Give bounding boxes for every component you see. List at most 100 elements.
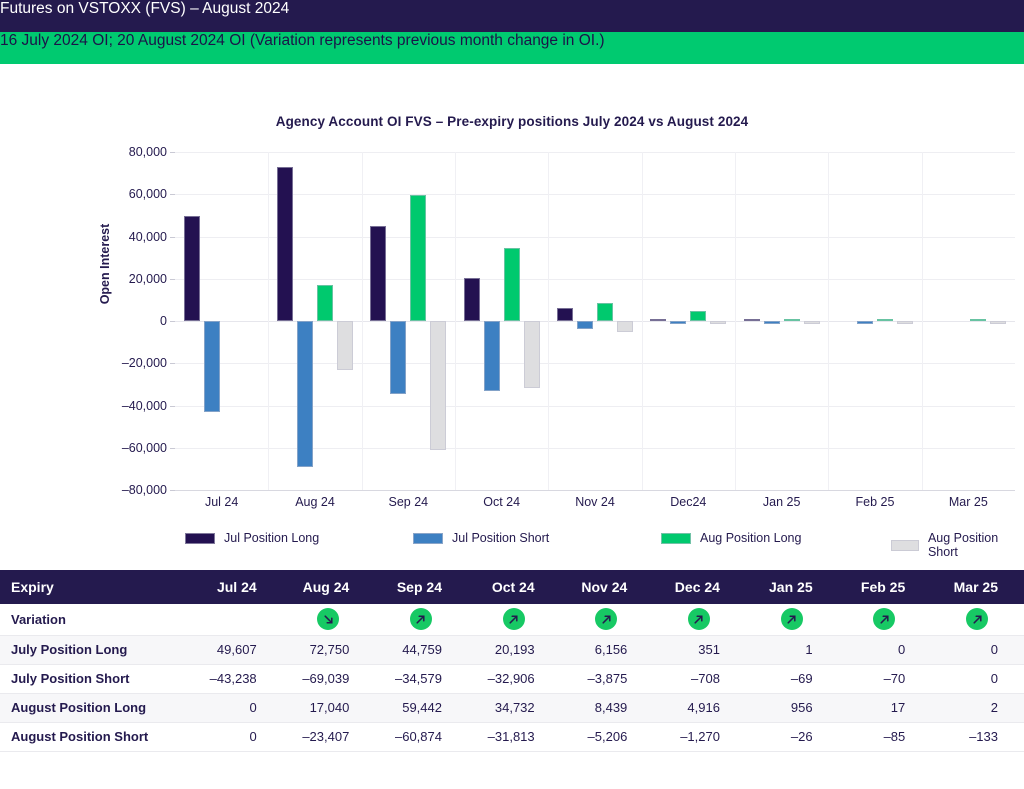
table-header-expiry: Expiry bbox=[0, 570, 191, 604]
table-cell-value: 20,193 bbox=[494, 642, 535, 657]
chart-bar bbox=[410, 195, 427, 321]
table-cell-value: 6,156 bbox=[594, 642, 628, 657]
table-header: Expiry Jul 24 Aug 24 Sep 24 Oct 24 Nov 24 Dec … bbox=[0, 570, 1024, 604]
y-tick-mark bbox=[170, 278, 175, 280]
y-tick-mark bbox=[170, 405, 175, 407]
legend-item[interactable]: Aug Position Short bbox=[891, 531, 1024, 559]
table-cell-value: –60,874 bbox=[394, 729, 442, 744]
table-cell-value: –43,238 bbox=[209, 671, 257, 686]
table-cell-value: 0 bbox=[249, 729, 257, 744]
table-row: July Position Short –43,238 –69,039 –34,579… bbox=[0, 664, 1024, 693]
x-tick-label: Oct 24 bbox=[483, 495, 521, 509]
table-header-dec-24: Dec 24 bbox=[653, 570, 746, 604]
chart-bar bbox=[463, 278, 480, 321]
gridline bbox=[175, 194, 1015, 196]
table-row: August Position Short 0 –23,407 –60,874 –31,… bbox=[0, 722, 1024, 751]
table-cell-value: 59,442 bbox=[402, 700, 442, 715]
x-tick-label: Feb 25 bbox=[855, 495, 895, 509]
report-subtitle-banner: 16 July 2024 OI; 20 August 2024 OI (Vari… bbox=[0, 32, 1024, 64]
y-tick-label: –40,000 bbox=[121, 398, 167, 413]
chart-bar bbox=[203, 321, 220, 413]
legend-label: Jul Position Long bbox=[224, 531, 320, 545]
legend-swatch-icon bbox=[413, 532, 443, 544]
x-tick-label: Dec24 bbox=[670, 495, 707, 509]
table-cell-value: –3,875 bbox=[587, 671, 628, 686]
table-cell-value: –5,206 bbox=[587, 729, 628, 744]
table-cell-value: 44,759 bbox=[402, 642, 442, 657]
x-tick-label: Mar 25 bbox=[948, 495, 988, 509]
table-cell-variation bbox=[653, 604, 746, 635]
y-tick-mark bbox=[170, 490, 175, 491]
legend-item[interactable]: Jul Position Long bbox=[185, 531, 319, 545]
table-cell-value: –31,813 bbox=[487, 729, 535, 744]
y-tick-mark bbox=[170, 363, 175, 365]
table-cell-variation bbox=[839, 604, 932, 635]
chart-bar bbox=[897, 321, 913, 324]
table-row: July Position Long 49,607 72,750 44,759 20,1… bbox=[0, 635, 1024, 664]
chart-bar bbox=[370, 226, 387, 321]
y-tick-label: –20,000 bbox=[121, 356, 167, 371]
table-cell-value: 8,439 bbox=[594, 700, 628, 715]
table-row: Variation bbox=[0, 604, 1024, 635]
chart-bar bbox=[337, 321, 353, 371]
y-tick-label: 0 bbox=[160, 314, 167, 328]
chart-bar bbox=[503, 247, 520, 321]
chart-container: Agency Account OI FVS – Pre-expiry posit… bbox=[0, 103, 1024, 563]
gridline bbox=[175, 152, 1015, 153]
chart-bar bbox=[557, 307, 573, 321]
gridline bbox=[175, 278, 1015, 280]
table-cell-value: –1,270 bbox=[680, 729, 720, 744]
category-separator bbox=[455, 152, 456, 490]
table-cell-value: 4,916 bbox=[687, 700, 720, 715]
chart-title: Agency Account OI FVS – Pre-expiry posit… bbox=[275, 114, 749, 129]
table-body: Variation July Position Long 49,607 72,750 4… bbox=[0, 604, 1024, 751]
table-cell-variation bbox=[283, 604, 376, 635]
legend-label: Aug Position Short bbox=[927, 531, 999, 559]
category-separator bbox=[641, 152, 643, 490]
chart-bar bbox=[670, 321, 687, 324]
y-tick-label: 20,000 bbox=[128, 271, 167, 286]
chart-bar bbox=[690, 310, 707, 321]
table-cell-value: 34,732 bbox=[494, 700, 535, 715]
chart-bar bbox=[710, 321, 727, 324]
x-tick-label: Nov 24 bbox=[575, 495, 615, 509]
table-cell-variation bbox=[746, 604, 839, 635]
chart-bar bbox=[297, 321, 313, 467]
gridline bbox=[175, 236, 1015, 238]
legend-item[interactable]: Jul Position Short bbox=[413, 531, 549, 545]
gridline bbox=[175, 321, 1015, 322]
x-tick-label: Aug 24 bbox=[295, 495, 335, 509]
up-right-arrow-icon bbox=[502, 608, 525, 631]
table-cell-value: –69,039 bbox=[302, 671, 350, 686]
table-cell-value: –70 bbox=[883, 671, 906, 686]
legend-item[interactable]: Aug Position Long bbox=[661, 531, 801, 545]
report-subtitle: 16 July 2024 OI; 20 August 2024 OI (Vari… bbox=[0, 32, 605, 49]
table-header-jan-25: Jan 25 bbox=[745, 570, 839, 604]
table-row: August Position Long 0 17,040 59,442 34,732 8… bbox=[0, 693, 1024, 722]
category-separator bbox=[828, 152, 830, 490]
x-axis-line bbox=[175, 490, 1015, 491]
y-tick-mark bbox=[170, 152, 175, 153]
up-right-arrow-icon bbox=[966, 608, 988, 631]
y-tick-mark bbox=[170, 447, 175, 449]
chart-bar bbox=[390, 321, 407, 395]
table-cell-value: –34,579 bbox=[394, 671, 442, 686]
table-cell-value: 956 bbox=[790, 700, 813, 715]
chart-bar bbox=[523, 321, 540, 389]
table-cell-value: –32,906 bbox=[487, 671, 535, 686]
chart-bar bbox=[597, 303, 613, 321]
category-separator bbox=[268, 152, 270, 490]
table-cell-variation bbox=[468, 604, 561, 635]
legend-label: Aug Position Long bbox=[700, 531, 802, 545]
table-row-label: August Position Short bbox=[11, 729, 149, 744]
up-right-arrow-icon bbox=[687, 608, 710, 631]
chart-bar bbox=[803, 321, 820, 324]
table-row-label: July Position Long bbox=[11, 642, 128, 657]
y-tick-mark bbox=[170, 194, 175, 196]
chart-bar bbox=[183, 216, 200, 321]
table-header-row: Expiry Jul 24 Aug 24 Sep 24 Oct 24 Nov 24 Dec … bbox=[0, 570, 1024, 604]
report-title: Futures on VSTOXX (FVS) – August 2024 bbox=[0, 0, 290, 17]
x-tick-label: Jul 24 bbox=[204, 495, 239, 509]
chart-bar bbox=[970, 318, 987, 321]
table-row-label: Variation bbox=[11, 611, 66, 627]
